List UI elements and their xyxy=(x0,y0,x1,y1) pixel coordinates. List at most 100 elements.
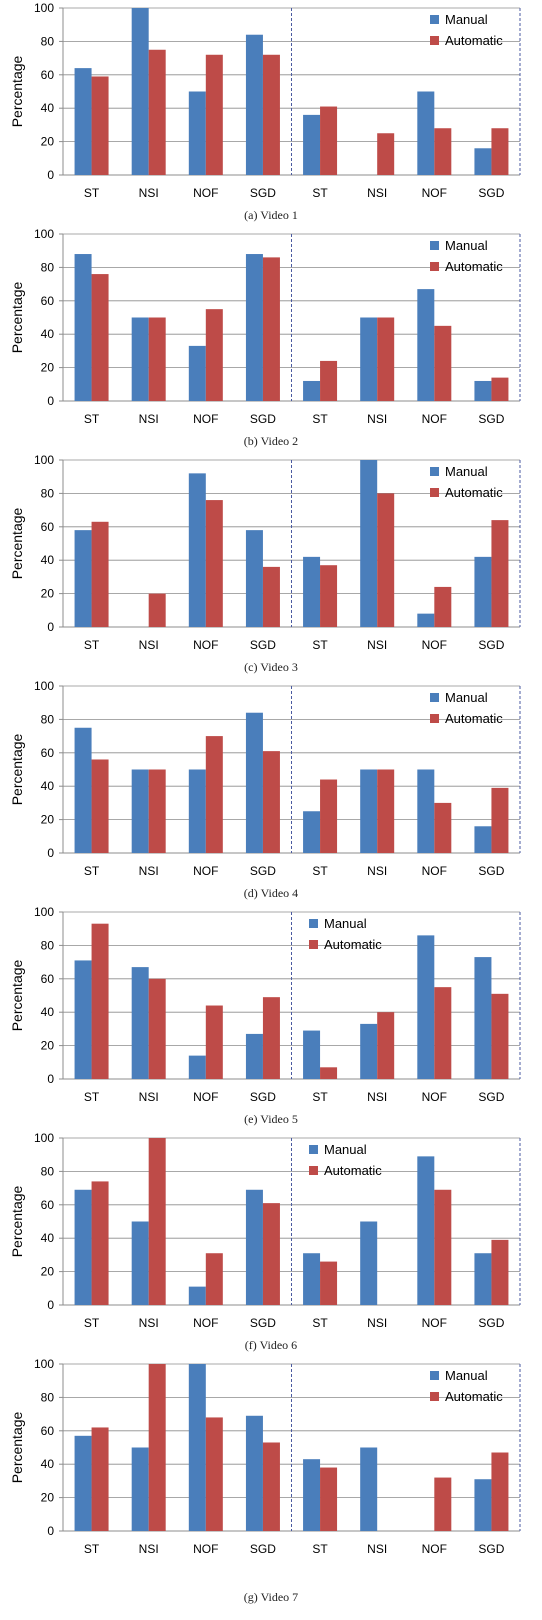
y-tick-label: 20 xyxy=(41,361,55,375)
legend-swatch-manual xyxy=(430,693,439,702)
bar-manual-nof xyxy=(417,935,435,1079)
legend-swatch-manual xyxy=(430,467,439,476)
y-tick-label: 100 xyxy=(34,1131,54,1145)
bar-manual-nof xyxy=(188,1364,206,1531)
legend-label-manual: Manual xyxy=(324,1142,367,1157)
bar-automatic-sgd xyxy=(262,257,280,401)
bar-manual-nsi xyxy=(131,8,149,175)
bar-automatic-st xyxy=(91,759,109,853)
x-tick-label: SGD xyxy=(478,1542,504,1556)
legend-swatch-manual xyxy=(430,15,439,24)
bar-automatic-nof xyxy=(205,500,223,627)
x-tick-label: NSI xyxy=(139,1090,159,1104)
bar-manual-nof xyxy=(417,613,435,627)
y-tick-label: 20 xyxy=(41,1265,55,1279)
bar-manual-nsi xyxy=(360,317,378,401)
y-axis-title: Percentage xyxy=(9,1185,25,1257)
bar-manual-st xyxy=(303,556,321,627)
bar-manual-nof xyxy=(417,1156,435,1305)
bar-chart-video-6: 0 20 40 60 80 100 Percentage ST NSI NOF SGD ST NSI NO… xyxy=(9,1131,521,1330)
bar-manual-nof xyxy=(188,1055,206,1079)
x-tick-label: ST xyxy=(312,638,328,652)
x-tick-label: NOF xyxy=(422,1542,447,1556)
y-tick-label: 80 xyxy=(41,260,55,274)
bar-manual-nsi xyxy=(131,769,149,853)
bar-automatic-nof xyxy=(434,1189,452,1305)
bar-automatic-nof xyxy=(205,1253,223,1305)
y-tick-label: 60 xyxy=(41,1424,55,1438)
bar-manual-nsi xyxy=(360,1447,378,1531)
y-tick-label: 60 xyxy=(41,972,55,986)
x-tick-label: NOF xyxy=(193,864,218,878)
y-tick-label: 40 xyxy=(41,1231,55,1245)
x-tick-label: NSI xyxy=(367,186,387,200)
bar-manual-sgd xyxy=(474,1479,492,1531)
y-tick-label: 80 xyxy=(41,1164,55,1178)
x-tick-label: NOF xyxy=(193,412,218,426)
y-axis-title: Percentage xyxy=(9,1411,25,1483)
bar-automatic-nsi xyxy=(377,317,395,401)
bar-automatic-nsi xyxy=(377,769,395,853)
y-tick-label: 0 xyxy=(47,620,54,634)
y-tick-label: 80 xyxy=(41,1390,55,1404)
y-axis-title: Percentage xyxy=(9,55,25,127)
x-tick-label: SGD xyxy=(250,1316,276,1330)
x-tick-label: NSI xyxy=(139,1316,159,1330)
y-tick-label: 80 xyxy=(41,486,55,500)
legend-label-manual: Manual xyxy=(445,238,488,253)
legend-label-manual: Manual xyxy=(445,464,488,479)
y-tick-label: 100 xyxy=(34,1357,54,1371)
bar-automatic-nsi xyxy=(377,1012,395,1079)
y-tick-label: 40 xyxy=(41,1457,55,1471)
bar-manual-sgd xyxy=(474,826,492,853)
y-tick-label: 60 xyxy=(41,520,55,534)
bar-automatic-nof xyxy=(205,736,223,853)
chart-panel-f: 0 20 40 60 80 100 Percentage ST NSI NOF SGD ST NSI NO… xyxy=(0,1130,542,1340)
x-tick-label: SGD xyxy=(250,412,276,426)
bar-manual-nsi xyxy=(360,460,378,627)
x-tick-label: ST xyxy=(84,1542,100,1556)
bar-manual-st xyxy=(74,68,92,175)
bar-manual-nsi xyxy=(131,1447,149,1531)
legend-swatch-automatic xyxy=(430,36,439,45)
x-tick-label: NSI xyxy=(139,1542,159,1556)
x-tick-label: SGD xyxy=(250,638,276,652)
bar-manual-sgd xyxy=(245,712,263,853)
bar-manual-nsi xyxy=(360,1023,378,1079)
bar-automatic-nsi xyxy=(148,1364,166,1531)
bar-automatic-nsi xyxy=(148,49,166,175)
y-tick-label: 0 xyxy=(47,846,54,860)
chart-panel-e: 0 20 40 60 80 100 Percentage ST NSI NOF SGD ST NSI NO… xyxy=(0,904,542,1114)
bar-automatic-sgd xyxy=(491,1239,509,1305)
caption-video-3: (c) Video 3 xyxy=(244,660,298,674)
x-tick-label: NSI xyxy=(367,864,387,878)
bar-manual-st xyxy=(74,727,92,853)
x-tick-label: ST xyxy=(84,1090,100,1104)
y-axis-title: Percentage xyxy=(9,507,25,579)
caption-video-1: (a) Video 1 xyxy=(244,208,298,222)
bar-manual-st xyxy=(303,380,321,401)
x-tick-label: NOF xyxy=(422,412,447,426)
y-axis-title: Percentage xyxy=(9,281,25,353)
bar-manual-st xyxy=(303,114,321,175)
bar-automatic-nof xyxy=(434,987,452,1079)
bar-manual-st xyxy=(303,1459,321,1531)
x-tick-label: ST xyxy=(84,638,100,652)
x-tick-label: SGD xyxy=(478,412,504,426)
y-tick-label: 40 xyxy=(41,101,55,115)
bar-automatic-sgd xyxy=(491,377,509,401)
y-tick-label: 100 xyxy=(34,1,54,15)
chart-panel-d: 0 20 40 60 80 100 Percentage ST NSI NOF SGD ST NSI NO… xyxy=(0,678,542,888)
x-tick-label: ST xyxy=(312,864,328,878)
bar-manual-nsi xyxy=(360,769,378,853)
y-tick-label: 100 xyxy=(34,227,54,241)
legend-swatch-automatic xyxy=(430,262,439,271)
bar-manual-st xyxy=(74,1435,92,1531)
x-tick-label: NSI xyxy=(367,1090,387,1104)
legend-label-manual: Manual xyxy=(445,690,488,705)
bar-automatic-nof xyxy=(434,128,452,175)
x-tick-label: SGD xyxy=(478,1316,504,1330)
x-tick-label: NSI xyxy=(139,186,159,200)
x-tick-label: SGD xyxy=(250,864,276,878)
